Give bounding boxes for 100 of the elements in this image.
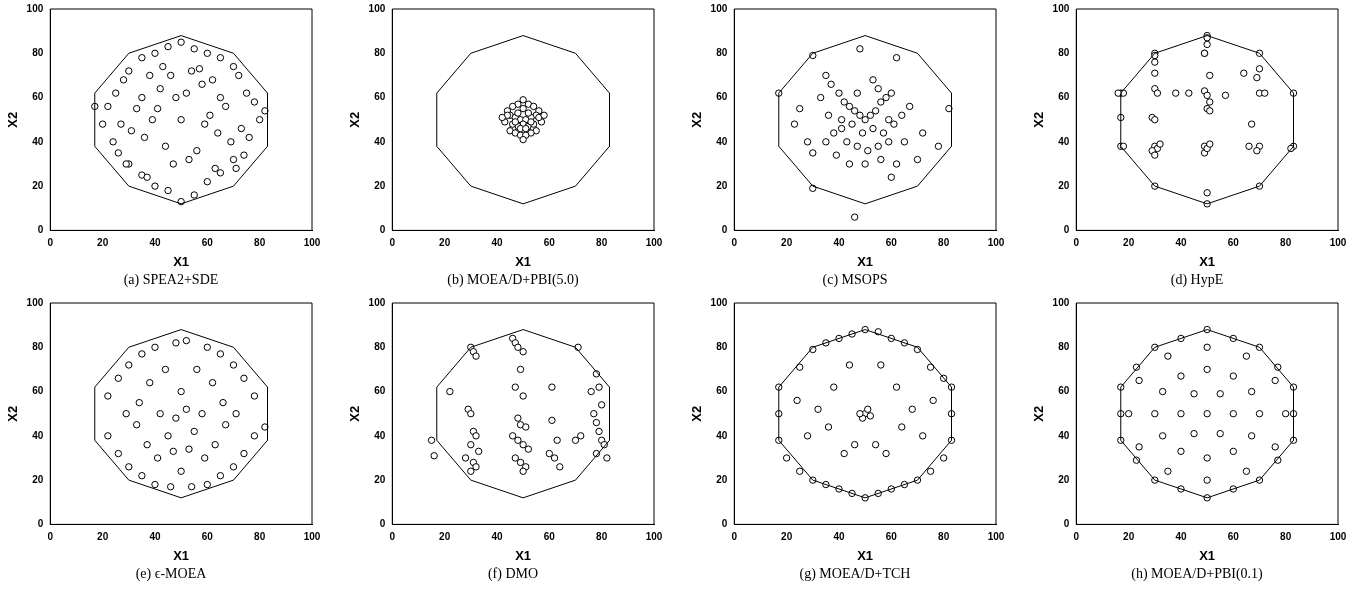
y-tick-label: 60 — [716, 385, 728, 397]
y-tick-label: 60 — [1058, 91, 1070, 103]
y-tick-label: 40 — [374, 429, 386, 441]
x-tick-label: 100 — [987, 531, 1005, 543]
x-tick-label: 80 — [1280, 237, 1292, 249]
x-axis-title: X1 — [173, 253, 190, 269]
x-tick-label: 100 — [1329, 531, 1347, 543]
x-tick-label: 80 — [1280, 531, 1292, 543]
x-tick-label: 80 — [596, 531, 608, 543]
x-tick-label: 40 — [1175, 531, 1187, 543]
x-tick-label: 80 — [938, 531, 950, 543]
x-tick-label: 20 — [1123, 531, 1135, 543]
x-tick-label: 0 — [389, 531, 396, 543]
x-tick-label: 20 — [97, 531, 109, 543]
y-tick-label: 40 — [716, 429, 728, 441]
x-tick-label: 0 — [389, 237, 396, 249]
y-tick-label: 40 — [1058, 135, 1070, 147]
y-tick-label: 60 — [32, 91, 44, 103]
x-tick-label: 20 — [781, 531, 793, 543]
y-tick-label: 20 — [716, 473, 728, 485]
x-tick-label: 60 — [543, 531, 556, 543]
x-tick-label: 0 — [1073, 237, 1080, 249]
y-axis-title: X2 — [1031, 111, 1047, 128]
x-axis-title: X1 — [515, 547, 532, 563]
y-tick-label: 40 — [716, 135, 728, 147]
text: (a) SPEA2+SDE — [122, 272, 220, 288]
y-tick-label: 100 — [710, 296, 728, 308]
y-tick-label: 80 — [1058, 47, 1070, 59]
y-tick-label: 60 — [374, 91, 386, 103]
y-tick-label: 40 — [1058, 429, 1070, 441]
x-tick-label: 100 — [987, 237, 1005, 249]
x-tick-label: 100 — [645, 531, 663, 543]
x-tick-label: 100 — [645, 237, 663, 249]
y-tick-label: 40 — [32, 135, 44, 147]
x-tick-label: 60 — [1227, 531, 1240, 543]
y-tick-label: 100 — [26, 296, 44, 308]
y-tick-label: 80 — [716, 341, 728, 353]
x-tick-label: 40 — [833, 531, 845, 543]
x-tick-label: 100 — [303, 531, 321, 543]
x-axis-title: X1 — [857, 253, 874, 269]
x-tick-label: 0 — [731, 237, 738, 249]
text: (g) MOEA/D+TCH — [798, 566, 912, 582]
x-tick-label: 40 — [149, 531, 161, 543]
x-tick-label: 100 — [303, 237, 321, 249]
x-axis-title: X1 — [1199, 253, 1216, 269]
x-tick-label: 20 — [439, 237, 451, 249]
y-tick-label: 0 — [37, 224, 44, 236]
x-tick-label: 0 — [731, 531, 738, 543]
x-axis-title: X1 — [857, 547, 874, 563]
x-tick-label: 20 — [1123, 237, 1135, 249]
y-tick-label: 80 — [374, 341, 386, 353]
x-tick-label: 60 — [1227, 237, 1240, 249]
x-axis-title: X1 — [173, 547, 190, 563]
y-tick-label: 100 — [710, 2, 728, 14]
x-tick-label: 40 — [491, 531, 503, 543]
x-tick-label: 0 — [1073, 531, 1080, 543]
x-tick-label: 40 — [491, 237, 503, 249]
x-tick-label: 40 — [1175, 237, 1187, 249]
text: (d) HypE — [1169, 272, 1225, 288]
y-tick-label: 60 — [1058, 385, 1070, 397]
y-tick-label: 80 — [374, 47, 386, 59]
x-tick-label: 20 — [781, 237, 793, 249]
y-tick-label: 80 — [1058, 341, 1070, 353]
x-tick-label: 60 — [201, 531, 214, 543]
y-tick-label: 20 — [374, 473, 386, 485]
y-axis-title: X2 — [1031, 405, 1047, 422]
y-axis-title: X2 — [347, 405, 363, 422]
text: (h) MOEA/D+PBI(0.1) — [1130, 566, 1264, 582]
x-tick-label: 80 — [254, 531, 266, 543]
y-tick-label: 80 — [716, 47, 728, 59]
y-tick-label: 20 — [1058, 473, 1070, 485]
x-tick-label: 40 — [833, 237, 845, 249]
x-tick-label: 100 — [1329, 237, 1347, 249]
y-tick-label: 0 — [721, 518, 728, 530]
x-axis-title: X1 — [1199, 547, 1216, 563]
x-axis-title: X1 — [515, 253, 532, 269]
x-tick-label: 80 — [596, 237, 608, 249]
x-tick-label: 40 — [149, 237, 161, 249]
y-tick-label: 0 — [379, 518, 386, 530]
y-tick-label: 0 — [37, 518, 44, 530]
text: (f) DMO — [486, 566, 540, 582]
text: (b) MOEA/D+PBI(5.0) — [446, 272, 580, 288]
x-tick-label: 80 — [938, 237, 950, 249]
y-tick-label: 0 — [1063, 518, 1070, 530]
y-tick-label: 80 — [32, 47, 44, 59]
y-tick-label: 20 — [32, 179, 44, 191]
x-tick-label: 20 — [97, 237, 109, 249]
y-tick-label: 80 — [32, 341, 44, 353]
x-tick-label: 20 — [439, 531, 451, 543]
y-tick-label: 100 — [368, 2, 386, 14]
x-tick-label: 0 — [47, 531, 54, 543]
y-tick-label: 20 — [716, 179, 728, 191]
x-tick-label: 60 — [201, 237, 214, 249]
x-tick-label: 60 — [543, 237, 556, 249]
y-tick-label: 100 — [368, 296, 386, 308]
y-axis-title: X2 — [5, 405, 21, 422]
y-tick-label: 100 — [1052, 2, 1070, 14]
y-tick-label: 20 — [1058, 179, 1070, 191]
y-axis-title: X2 — [689, 405, 705, 422]
y-tick-label: 40 — [32, 429, 44, 441]
